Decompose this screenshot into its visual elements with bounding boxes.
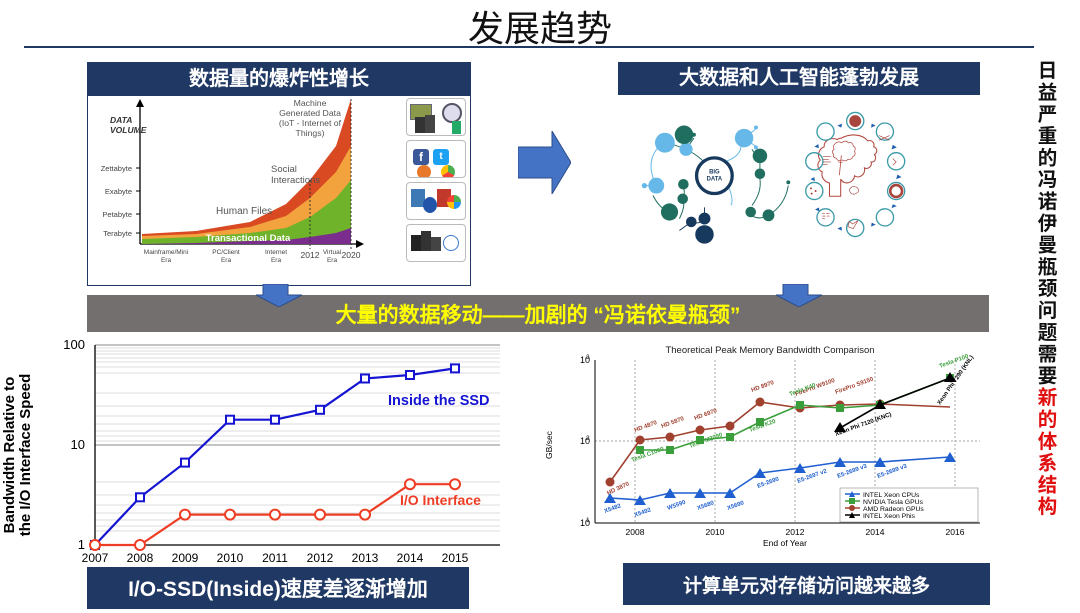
svg-text:2011: 2011 <box>262 551 288 565</box>
svg-text:2012: 2012 <box>307 551 334 565</box>
svg-text:2012: 2012 <box>786 527 805 537</box>
svg-text:AMD Radeon GPUs: AMD Radeon GPUs <box>863 506 924 513</box>
svg-text:2007: 2007 <box>82 551 109 565</box>
svg-text:1: 1 <box>78 537 85 552</box>
svg-text:2008: 2008 <box>626 527 645 537</box>
svg-text:Machine: Machine <box>294 98 327 108</box>
svg-text:Petabyte: Petabyte <box>102 210 132 219</box>
svg-text:Mainframe/Mini: Mainframe/Mini <box>144 249 188 256</box>
svg-text:Zettabyte: Zettabyte <box>101 164 132 173</box>
svg-text:2016: 2016 <box>946 527 965 537</box>
svg-text:Virtual: Virtual <box>323 249 342 256</box>
svg-text:NVIDIA Tesla GPUs: NVIDIA Tesla GPUs <box>863 499 924 506</box>
svg-text:2020: 2020 <box>342 250 361 260</box>
svg-text:I/O Interface: I/O Interface <box>400 492 481 508</box>
svg-text:2015: 2015 <box>442 551 469 565</box>
svg-text:End of Year: End of Year <box>763 538 807 548</box>
svg-text:Internet: Internet <box>265 249 287 256</box>
svg-text:Social: Social <box>271 164 297 175</box>
svg-text:DATA: DATA <box>110 115 132 125</box>
svg-text:GB/sec: GB/sec <box>544 430 554 459</box>
svg-text:2014: 2014 <box>397 551 424 565</box>
svg-text:Human Files: Human Files <box>216 206 272 217</box>
svg-text:Exabyte: Exabyte <box>105 187 132 196</box>
svg-text:DATA: DATA <box>707 176 723 182</box>
svg-text:Interactions: Interactions <box>271 175 320 186</box>
svg-text:Terabyte: Terabyte <box>103 229 132 238</box>
svg-text:2013: 2013 <box>352 551 379 565</box>
svg-text:Theoretical Peak Memory Bandwi: Theoretical Peak Memory Bandwidth Compar… <box>665 345 874 356</box>
svg-text:(IoT - Internet of: (IoT - Internet of <box>279 118 342 128</box>
svg-text:INTEL Xeon CPUs: INTEL Xeon CPUs <box>863 492 920 499</box>
svg-text:Transactional Data: Transactional Data <box>206 233 291 244</box>
svg-text:2009: 2009 <box>172 551 199 565</box>
svg-text:BIG: BIG <box>709 170 720 176</box>
svg-text:2014: 2014 <box>866 527 885 537</box>
svg-text:Generated Data: Generated Data <box>279 108 341 118</box>
svg-text:the I/O Interface Speed: the I/O Interface Speed <box>17 374 34 537</box>
svg-text:INTEL Xeon Phis: INTEL Xeon Phis <box>863 513 915 520</box>
svg-text:2010: 2010 <box>217 551 244 565</box>
svg-text:Era: Era <box>271 257 282 264</box>
svg-text:Things): Things) <box>296 128 325 138</box>
svg-text:2: 2 <box>586 435 590 442</box>
svg-text:3: 3 <box>586 354 590 361</box>
svg-text:Era: Era <box>327 257 338 264</box>
svg-text:PC/Client: PC/Client <box>212 249 240 256</box>
svg-text:Inside the SSD: Inside the SSD <box>388 393 490 409</box>
svg-text:VOLUME: VOLUME <box>110 125 147 135</box>
svg-text:2012: 2012 <box>301 250 320 260</box>
svg-text:2008: 2008 <box>127 551 154 565</box>
svg-text:10: 10 <box>71 437 85 452</box>
svg-text:2010: 2010 <box>706 527 725 537</box>
svg-text:100: 100 <box>63 340 85 352</box>
svg-text:Bandwidth Relative to: Bandwidth Relative to <box>1 377 18 534</box>
svg-text:Era: Era <box>161 257 172 264</box>
svg-text:Era: Era <box>221 257 232 264</box>
svg-text:1: 1 <box>586 517 590 524</box>
